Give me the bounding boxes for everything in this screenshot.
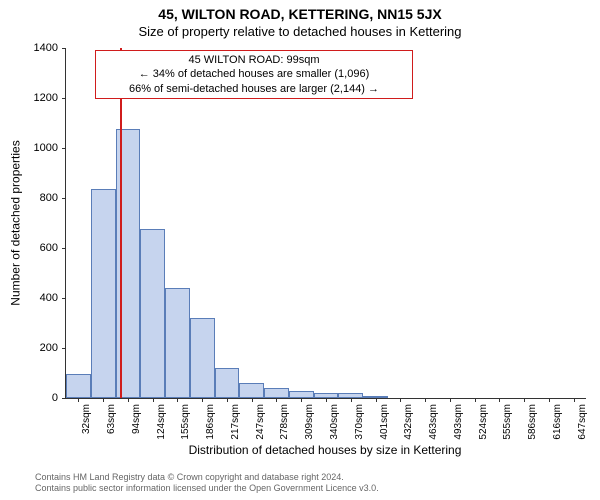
histogram-bar <box>140 229 165 398</box>
ytick-label: 200 <box>0 342 58 354</box>
histogram-bar <box>66 374 91 398</box>
histogram-bar <box>239 383 264 398</box>
infobox-line1: 45 WILTON ROAD: 99sqm <box>104 53 404 67</box>
property-marker-line <box>120 48 122 398</box>
chart-area: 32sqm63sqm94sqm124sqm155sqm186sqm217sqm2… <box>65 48 585 398</box>
histogram-bar <box>215 368 240 398</box>
ytick-label: 800 <box>0 192 58 204</box>
infobox-line3: 66% of semi-detached houses are larger (… <box>104 82 404 96</box>
ytick-label: 1000 <box>0 142 58 154</box>
footer-credits: Contains HM Land Registry data © Crown c… <box>35 472 379 494</box>
address-title: 45, WILTON ROAD, KETTERING, NN15 5JX <box>0 6 600 22</box>
ytick-label: 1400 <box>0 42 58 54</box>
plot-region: 32sqm63sqm94sqm124sqm155sqm186sqm217sqm2… <box>65 48 586 399</box>
ytick-label: 0 <box>0 392 58 404</box>
footer-line2: Contains public sector information licen… <box>35 483 379 494</box>
ytick-label: 600 <box>0 242 58 254</box>
subtitle: Size of property relative to detached ho… <box>0 24 600 39</box>
histogram-bar <box>165 288 190 398</box>
chart-container: 45, WILTON ROAD, KETTERING, NN15 5JX Siz… <box>0 0 600 500</box>
ytick-label: 1200 <box>0 92 58 104</box>
histogram-bar <box>264 388 289 398</box>
footer-line1: Contains HM Land Registry data © Crown c… <box>35 472 379 483</box>
histogram-bar <box>116 129 141 398</box>
histogram-bar <box>289 391 314 399</box>
x-axis-label: Distribution of detached houses by size … <box>65 443 585 457</box>
infobox-line2: ← 34% of detached houses are smaller (1,… <box>104 67 404 81</box>
property-info-box: 45 WILTON ROAD: 99sqm← 34% of detached h… <box>95 50 413 99</box>
ytick-label: 400 <box>0 292 58 304</box>
histogram-bar <box>190 318 215 398</box>
histogram-bar <box>91 189 116 398</box>
